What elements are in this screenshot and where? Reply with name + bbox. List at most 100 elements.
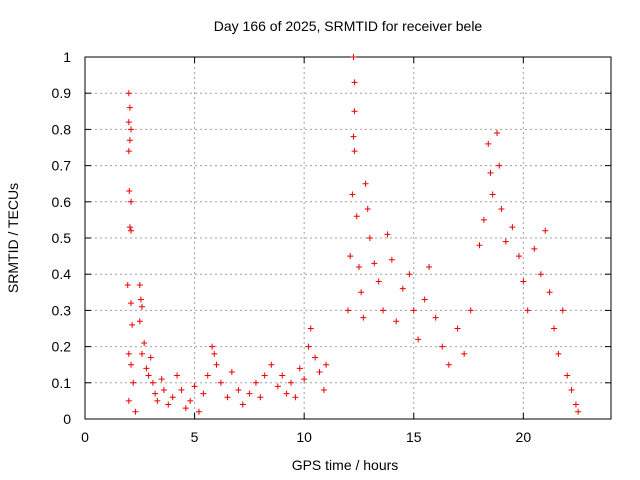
data-point bbox=[410, 307, 417, 314]
data-point bbox=[350, 54, 357, 60]
data-point bbox=[384, 231, 391, 238]
data-point bbox=[551, 325, 558, 332]
data-point bbox=[147, 354, 154, 361]
data-point bbox=[568, 387, 575, 394]
y-tick-label: 0.9 bbox=[52, 85, 72, 101]
data-point bbox=[126, 137, 133, 144]
grid bbox=[85, 57, 611, 419]
data-point bbox=[366, 235, 373, 241]
data-point bbox=[316, 368, 323, 375]
data-point bbox=[496, 162, 503, 169]
data-point bbox=[126, 187, 133, 194]
data-point bbox=[421, 296, 428, 303]
data-point bbox=[485, 140, 492, 147]
data-point bbox=[388, 256, 395, 263]
data-point bbox=[138, 350, 145, 357]
data-point bbox=[132, 408, 139, 415]
data-point bbox=[480, 216, 487, 223]
data-point bbox=[169, 394, 176, 401]
data-point bbox=[305, 343, 312, 350]
data-point bbox=[445, 361, 452, 368]
data-point bbox=[228, 368, 235, 375]
data-point bbox=[320, 387, 327, 394]
data-point bbox=[125, 90, 132, 97]
data-point bbox=[355, 263, 362, 270]
data-point bbox=[209, 343, 216, 350]
plot-frame bbox=[84, 56, 612, 420]
data-point bbox=[125, 350, 132, 357]
data-point bbox=[213, 361, 220, 368]
data-points bbox=[124, 54, 582, 415]
data-point bbox=[246, 390, 253, 397]
data-point bbox=[520, 278, 527, 285]
data-point bbox=[559, 307, 566, 314]
axis-ticks: 0 5 10 15 20 0 0.1 0.2 0.3 0.4 0.5 0.6 0.7 0.8 0.9 1 bbox=[52, 49, 611, 445]
data-point bbox=[509, 224, 516, 231]
data-point bbox=[125, 148, 132, 155]
y-tick-label: 0.2 bbox=[52, 339, 72, 355]
data-point bbox=[292, 394, 299, 401]
data-point bbox=[349, 191, 356, 198]
data-point bbox=[279, 372, 286, 379]
data-point bbox=[141, 339, 148, 346]
data-point bbox=[211, 350, 218, 357]
data-point bbox=[160, 387, 167, 394]
data-point bbox=[353, 213, 360, 220]
data-point bbox=[274, 383, 281, 390]
data-point bbox=[371, 260, 378, 267]
y-tick-label: 0.3 bbox=[52, 302, 72, 318]
data-point bbox=[174, 372, 181, 379]
data-point bbox=[487, 169, 494, 176]
data-point bbox=[312, 354, 319, 361]
x-tick-label: 5 bbox=[191, 429, 199, 445]
data-point bbox=[555, 350, 562, 357]
y-tick-label: 0.6 bbox=[52, 194, 72, 210]
data-point bbox=[296, 365, 303, 372]
data-point bbox=[351, 148, 358, 155]
data-point bbox=[432, 314, 439, 321]
data-point bbox=[178, 387, 185, 394]
data-point bbox=[182, 405, 189, 412]
data-point bbox=[564, 372, 571, 379]
x-tick-label: 20 bbox=[516, 429, 532, 445]
data-point bbox=[531, 245, 538, 252]
data-point bbox=[128, 227, 135, 234]
data-point bbox=[126, 224, 133, 231]
data-point bbox=[257, 394, 264, 401]
y-tick-label: 0.7 bbox=[52, 158, 72, 174]
data-point bbox=[137, 296, 144, 303]
data-point bbox=[406, 271, 413, 278]
data-point bbox=[224, 394, 231, 401]
data-point bbox=[217, 379, 224, 386]
chart-title: Day 166 of 2025, SRMTID for receiver bel… bbox=[214, 18, 483, 34]
data-point bbox=[128, 361, 135, 368]
data-point bbox=[524, 307, 531, 314]
data-point bbox=[380, 307, 387, 314]
data-point bbox=[268, 361, 275, 368]
data-point bbox=[200, 390, 207, 397]
data-point bbox=[399, 285, 406, 292]
data-point bbox=[358, 289, 365, 296]
data-point bbox=[252, 379, 259, 386]
data-point bbox=[415, 336, 422, 343]
data-point bbox=[128, 126, 135, 133]
data-point bbox=[136, 282, 143, 289]
data-point bbox=[537, 271, 544, 278]
data-point bbox=[351, 79, 358, 86]
data-point bbox=[494, 130, 501, 137]
data-point bbox=[467, 307, 474, 314]
data-point bbox=[235, 387, 242, 394]
data-point bbox=[126, 104, 133, 111]
data-point bbox=[128, 300, 135, 307]
data-point bbox=[502, 238, 509, 245]
data-point bbox=[136, 318, 143, 325]
data-point bbox=[288, 379, 295, 386]
data-point bbox=[283, 390, 290, 397]
data-point bbox=[204, 372, 211, 379]
data-point bbox=[138, 303, 145, 310]
data-point bbox=[195, 408, 202, 415]
data-point bbox=[158, 376, 165, 383]
data-point bbox=[187, 397, 194, 404]
data-point bbox=[323, 361, 330, 368]
